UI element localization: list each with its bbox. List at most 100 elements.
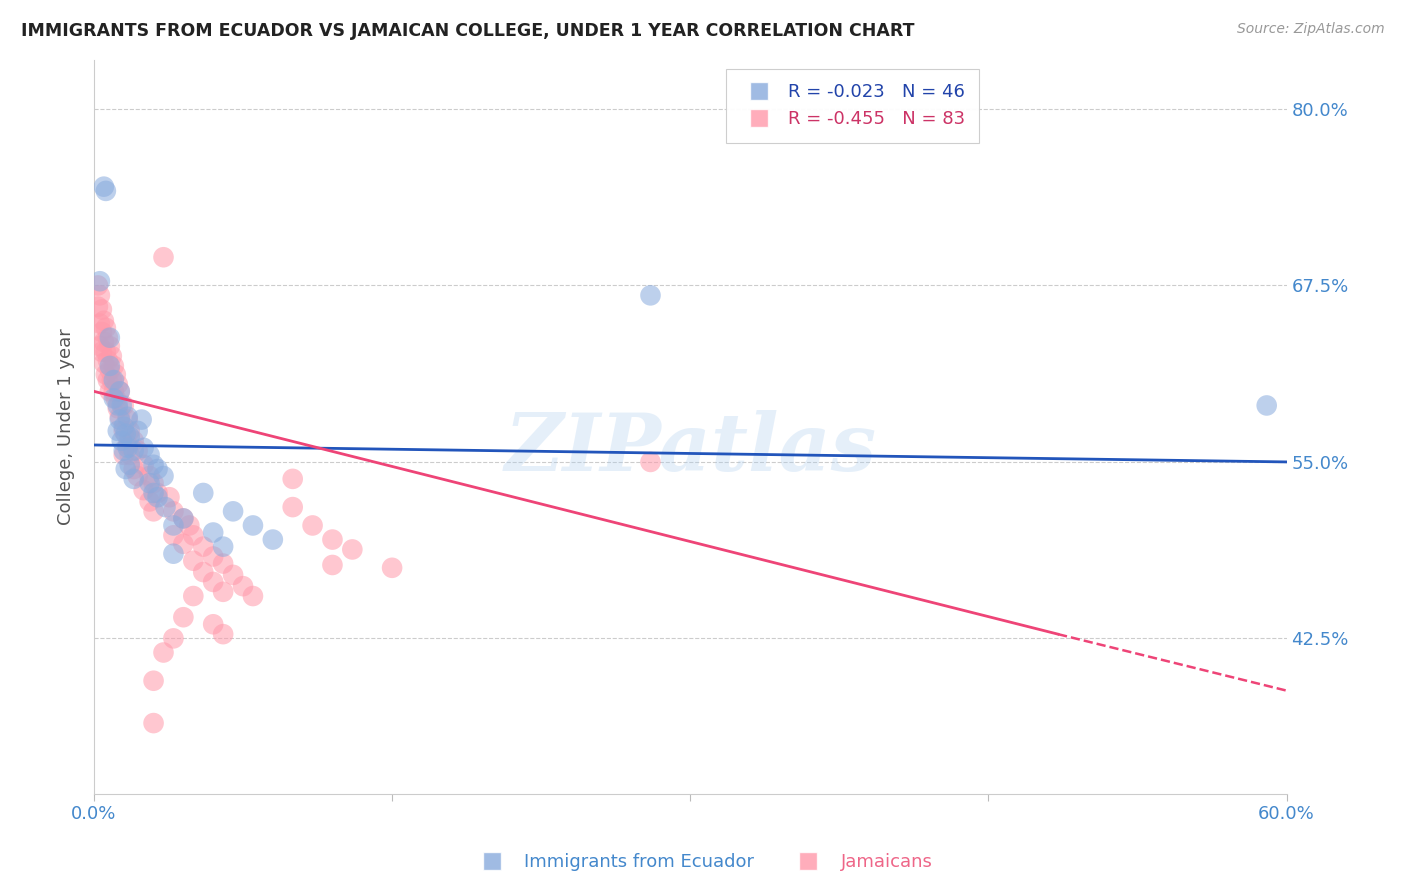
Point	[111, 399, 134, 413]
Point	[181, 528, 204, 542]
Point	[112, 443, 135, 458]
Point	[89, 288, 111, 302]
Text: ZIPatlas: ZIPatlas	[505, 410, 876, 487]
Point	[108, 384, 131, 399]
Point	[172, 511, 194, 525]
Point	[107, 399, 129, 413]
Point	[138, 476, 160, 491]
Point	[212, 557, 235, 571]
Point	[202, 549, 225, 564]
Point	[117, 412, 139, 426]
Point	[212, 627, 235, 641]
Point	[281, 500, 304, 515]
Point	[97, 353, 120, 368]
Point	[112, 419, 135, 434]
Point	[152, 250, 174, 264]
Point	[301, 518, 323, 533]
Point	[232, 579, 254, 593]
Point	[202, 617, 225, 632]
Point	[132, 441, 155, 455]
Point	[127, 469, 149, 483]
Point	[181, 554, 204, 568]
Point	[98, 359, 121, 373]
Point	[103, 392, 125, 406]
Point	[90, 325, 112, 339]
Point	[321, 533, 343, 547]
Point	[122, 462, 145, 476]
Point	[97, 373, 120, 387]
Point	[381, 561, 404, 575]
Point	[111, 434, 134, 448]
Point	[98, 331, 121, 345]
Point	[127, 424, 149, 438]
Point	[222, 504, 245, 518]
Point	[146, 462, 169, 476]
Point	[262, 533, 284, 547]
Point	[94, 368, 117, 382]
Point	[112, 399, 135, 413]
Point	[108, 409, 131, 424]
Point	[162, 518, 184, 533]
Point	[179, 518, 201, 533]
Point	[114, 462, 136, 476]
Point	[162, 632, 184, 646]
Point	[107, 377, 129, 392]
Point	[142, 716, 165, 731]
Point	[142, 504, 165, 518]
Point	[640, 455, 662, 469]
Point	[112, 424, 135, 438]
Point	[98, 384, 121, 399]
Point	[155, 500, 177, 515]
Legend: Immigrants from Ecuador, Jamaicans: Immigrants from Ecuador, Jamaicans	[467, 847, 939, 879]
Point	[172, 537, 194, 551]
Point	[101, 373, 124, 387]
Point	[103, 359, 125, 373]
Point	[162, 547, 184, 561]
Point	[87, 300, 110, 314]
Point	[93, 334, 115, 349]
Point	[107, 401, 129, 416]
Point	[112, 448, 135, 462]
Point	[94, 344, 117, 359]
Point	[127, 443, 149, 458]
Point	[90, 344, 112, 359]
Point	[138, 448, 160, 462]
Point	[93, 356, 115, 370]
Text: Source: ZipAtlas.com: Source: ZipAtlas.com	[1237, 22, 1385, 37]
Point	[87, 278, 110, 293]
Point	[118, 448, 141, 462]
Point	[162, 528, 184, 542]
Point	[172, 610, 194, 624]
Point	[103, 384, 125, 399]
Point	[162, 504, 184, 518]
Point	[242, 589, 264, 603]
Point	[97, 331, 120, 345]
Point	[193, 540, 215, 554]
Point	[89, 339, 111, 353]
Point	[122, 472, 145, 486]
Point	[94, 321, 117, 335]
Point	[142, 476, 165, 491]
Point	[94, 184, 117, 198]
Point	[89, 317, 111, 331]
Point	[98, 339, 121, 353]
Point	[118, 424, 141, 438]
Point	[107, 424, 129, 438]
Point	[142, 673, 165, 688]
Point	[152, 469, 174, 483]
Point	[93, 314, 115, 328]
Point	[138, 494, 160, 508]
Point	[146, 486, 169, 500]
Point	[193, 486, 215, 500]
Point	[122, 434, 145, 448]
Point	[342, 542, 364, 557]
Point	[104, 368, 127, 382]
Point	[114, 426, 136, 441]
Point	[117, 409, 139, 424]
Point	[1256, 399, 1278, 413]
Point	[321, 558, 343, 572]
Legend: R = -0.023   N = 46, R = -0.455   N = 83: R = -0.023 N = 46, R = -0.455 N = 83	[727, 69, 980, 143]
Point	[103, 373, 125, 387]
Point	[104, 392, 127, 406]
Point	[142, 458, 165, 472]
